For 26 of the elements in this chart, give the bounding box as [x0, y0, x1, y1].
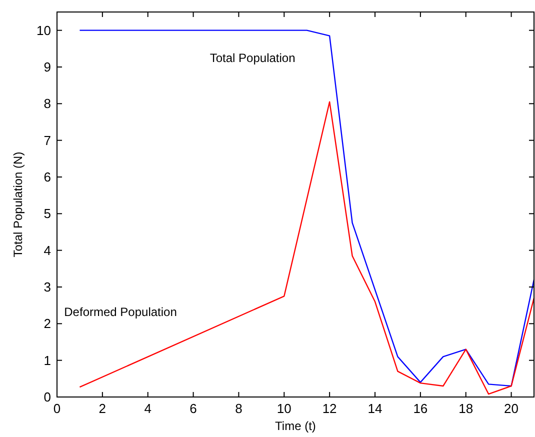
x-tick-label: 18	[458, 401, 474, 416]
y-tick-label: 2	[44, 316, 51, 332]
y-tick-label: 7	[44, 132, 51, 148]
x-tick-label: 14	[368, 401, 382, 416]
y-tick-label: 9	[44, 60, 51, 74]
y-axis-title: Total Population (N)	[11, 152, 25, 258]
x-tick-label: 0	[53, 401, 61, 416]
x-axis-title: Time (t)	[275, 419, 316, 433]
series-label: Deformed Population	[64, 305, 177, 320]
x-tick-label: 8	[235, 401, 242, 416]
x-tick-label: 6	[190, 401, 197, 416]
y-tick-label: 3	[44, 280, 51, 294]
series-label: Total Population	[210, 51, 296, 66]
x-tick-label: 16	[413, 401, 428, 416]
y-tick-label: 10	[36, 22, 51, 38]
y-tick-label: 0	[44, 390, 51, 404]
y-tick-label: 6	[44, 170, 51, 184]
y-tick-label: 4	[44, 242, 51, 258]
y-tick-label: 5	[44, 206, 51, 222]
y-tick-label: 8	[44, 96, 51, 112]
x-tick-label: 4	[144, 401, 152, 416]
x-tick-label: 20	[504, 401, 519, 416]
y-tick-label: 1	[44, 352, 51, 368]
x-tick-label: 2	[98, 401, 106, 416]
x-tick-label: 10	[276, 401, 292, 416]
x-tick-label: 12	[322, 401, 337, 416]
